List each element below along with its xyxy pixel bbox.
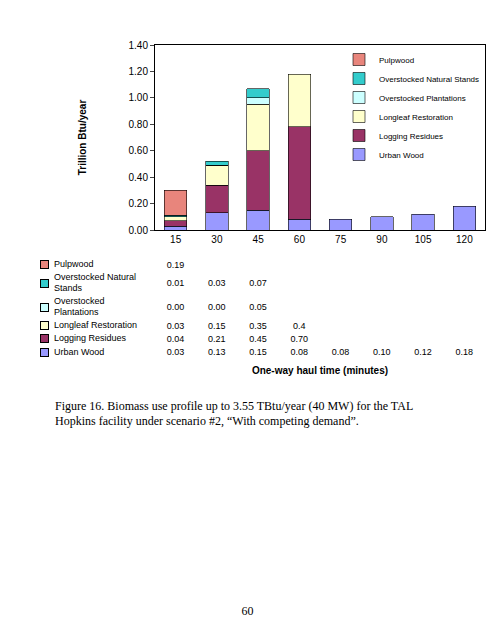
html-text:0.07: 0.07 [249,278,267,289]
html-text:0.70: 0.70 [290,333,309,344]
svg-text:30: 30 [211,234,223,245]
html-text:Urban Wood: Urban Wood [54,346,105,357]
html-text:0.01: 0.01 [166,278,185,289]
svg-text:120: 120 [456,234,473,245]
html-text:0.03: 0.03 [166,346,185,357]
html-text:Pulpwood: Pulpwood [54,259,94,270]
svg-text:45: 45 [253,234,265,245]
svg-text:Overstocked Natural Stands: Overstocked Natural Stands [379,75,479,84]
svg-text:Longleaf Restoration: Longleaf Restoration [379,113,453,122]
html-text:0.05: 0.05 [249,302,267,313]
svg-text:0.80: 0.80 [129,119,149,130]
svg-text:60: 60 [294,234,306,245]
html-text:0.04: 0.04 [166,333,185,344]
html-text:0.15: 0.15 [208,320,226,331]
html-text:0.4: 0.4 [293,320,306,331]
html-text:0.03: 0.03 [208,278,226,289]
svg-text:75: 75 [335,234,347,245]
html-text:Figure 16. Biomass use profile: Figure 16. Biomass use profile up to 3.5… [55,399,413,428]
html-text:0.10: 0.10 [373,346,391,357]
svg-text:Urban Wood: Urban Wood [379,151,424,160]
svg-text:Logging Residues: Logging Residues [379,132,443,141]
html-text:0.19: 0.19 [166,259,185,270]
svg-text:0.60: 0.60 [129,145,149,156]
svg-text:1.00: 1.00 [129,92,149,103]
svg-text:105: 105 [415,234,432,245]
svg-text:1.20: 1.20 [129,66,149,77]
html-text:0.00: 0.00 [208,302,226,313]
svg-text:Pulpwood: Pulpwood [379,56,414,65]
svg-text:0.00: 0.00 [129,225,149,236]
svg-text:90: 90 [376,234,388,245]
html-text:0.15: 0.15 [249,346,267,357]
html-text:0.45: 0.45 [249,333,267,344]
svg-text:0.40: 0.40 [129,172,149,183]
html-text:0.13: 0.13 [208,346,226,357]
html-text:0.08: 0.08 [331,346,350,357]
html-text:0.00: 0.00 [166,302,185,313]
svg-text:Overstocked Plantations: Overstocked Plantations [379,94,466,103]
html-text:One-way haul time (minutes): One-way haul time (minutes) [251,365,389,376]
svg-text:15: 15 [170,234,182,245]
html-text:60: 60 [241,604,254,618]
html-text:0.35: 0.35 [249,320,267,331]
html-text:Logging Residues: Logging Residues [54,333,127,344]
html-text:0.08: 0.08 [290,346,309,357]
html-text:Overstocked Plantations: Overstocked Plantations [54,296,105,318]
html-text:0.12: 0.12 [414,346,432,357]
html-text:0.18: 0.18 [455,346,474,357]
svg-text:0.20: 0.20 [129,198,149,209]
svg-text:Trillion Btu/year: Trillion Btu/year [77,100,88,176]
html-text:0.03: 0.03 [166,320,185,331]
html-text:Overstocked Natural Stands: Overstocked Natural Stands [54,272,136,294]
html-text:0.21: 0.21 [208,333,226,344]
html-text:Longleaf Restoration: Longleaf Restoration [54,320,138,331]
svg-text:1.40: 1.40 [129,40,149,51]
